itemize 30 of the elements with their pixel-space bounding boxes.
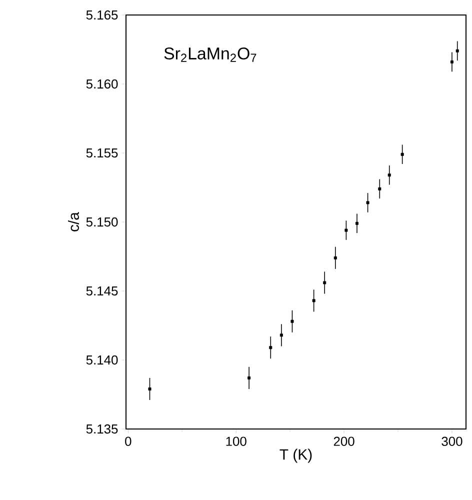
point bbox=[366, 201, 370, 204]
point bbox=[456, 49, 459, 52]
point bbox=[269, 346, 272, 350]
point bbox=[450, 60, 454, 64]
x-tick-label: 100 bbox=[226, 436, 246, 446]
y-tick-label: 5.165 bbox=[86, 10, 118, 20]
point bbox=[355, 222, 358, 225]
point bbox=[400, 152, 404, 156]
y-tick-label: 5.135 bbox=[86, 424, 118, 434]
point bbox=[290, 320, 294, 323]
point bbox=[248, 376, 251, 380]
y-tick-label: 5.160 bbox=[86, 79, 118, 89]
point bbox=[378, 187, 382, 190]
y-tick-label: 5.140 bbox=[86, 355, 118, 365]
y-tick-label: 5.155 bbox=[86, 148, 118, 158]
x-tick-label: 300 bbox=[442, 436, 462, 446]
x-axis-title: T (K) bbox=[280, 448, 312, 463]
point bbox=[344, 228, 348, 232]
annotation: Sr$_{2}$LaMn$_{2}$O$_{7}$ bbox=[164, 47, 256, 62]
y-tick-label: 5.145 bbox=[86, 286, 118, 296]
point bbox=[334, 256, 337, 260]
point bbox=[323, 281, 326, 284]
point bbox=[280, 334, 283, 337]
point bbox=[388, 174, 391, 177]
point bbox=[148, 387, 152, 390]
point bbox=[312, 299, 316, 302]
y-axis-title: c/a bbox=[68, 212, 79, 232]
x-tick-label: 200 bbox=[334, 436, 354, 446]
x-tick-label: 0 bbox=[125, 436, 132, 446]
y-tick-label: 5.150 bbox=[86, 217, 118, 227]
